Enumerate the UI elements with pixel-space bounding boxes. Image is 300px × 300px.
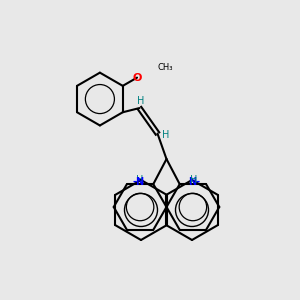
Text: H: H (162, 130, 169, 140)
Text: H: H (190, 175, 197, 184)
Text: H: H (136, 175, 143, 184)
Text: N-: N- (188, 177, 200, 187)
Text: -N: -N (133, 177, 145, 187)
Text: CH₃: CH₃ (158, 63, 173, 72)
Text: H: H (137, 97, 145, 106)
Text: O: O (132, 73, 142, 82)
